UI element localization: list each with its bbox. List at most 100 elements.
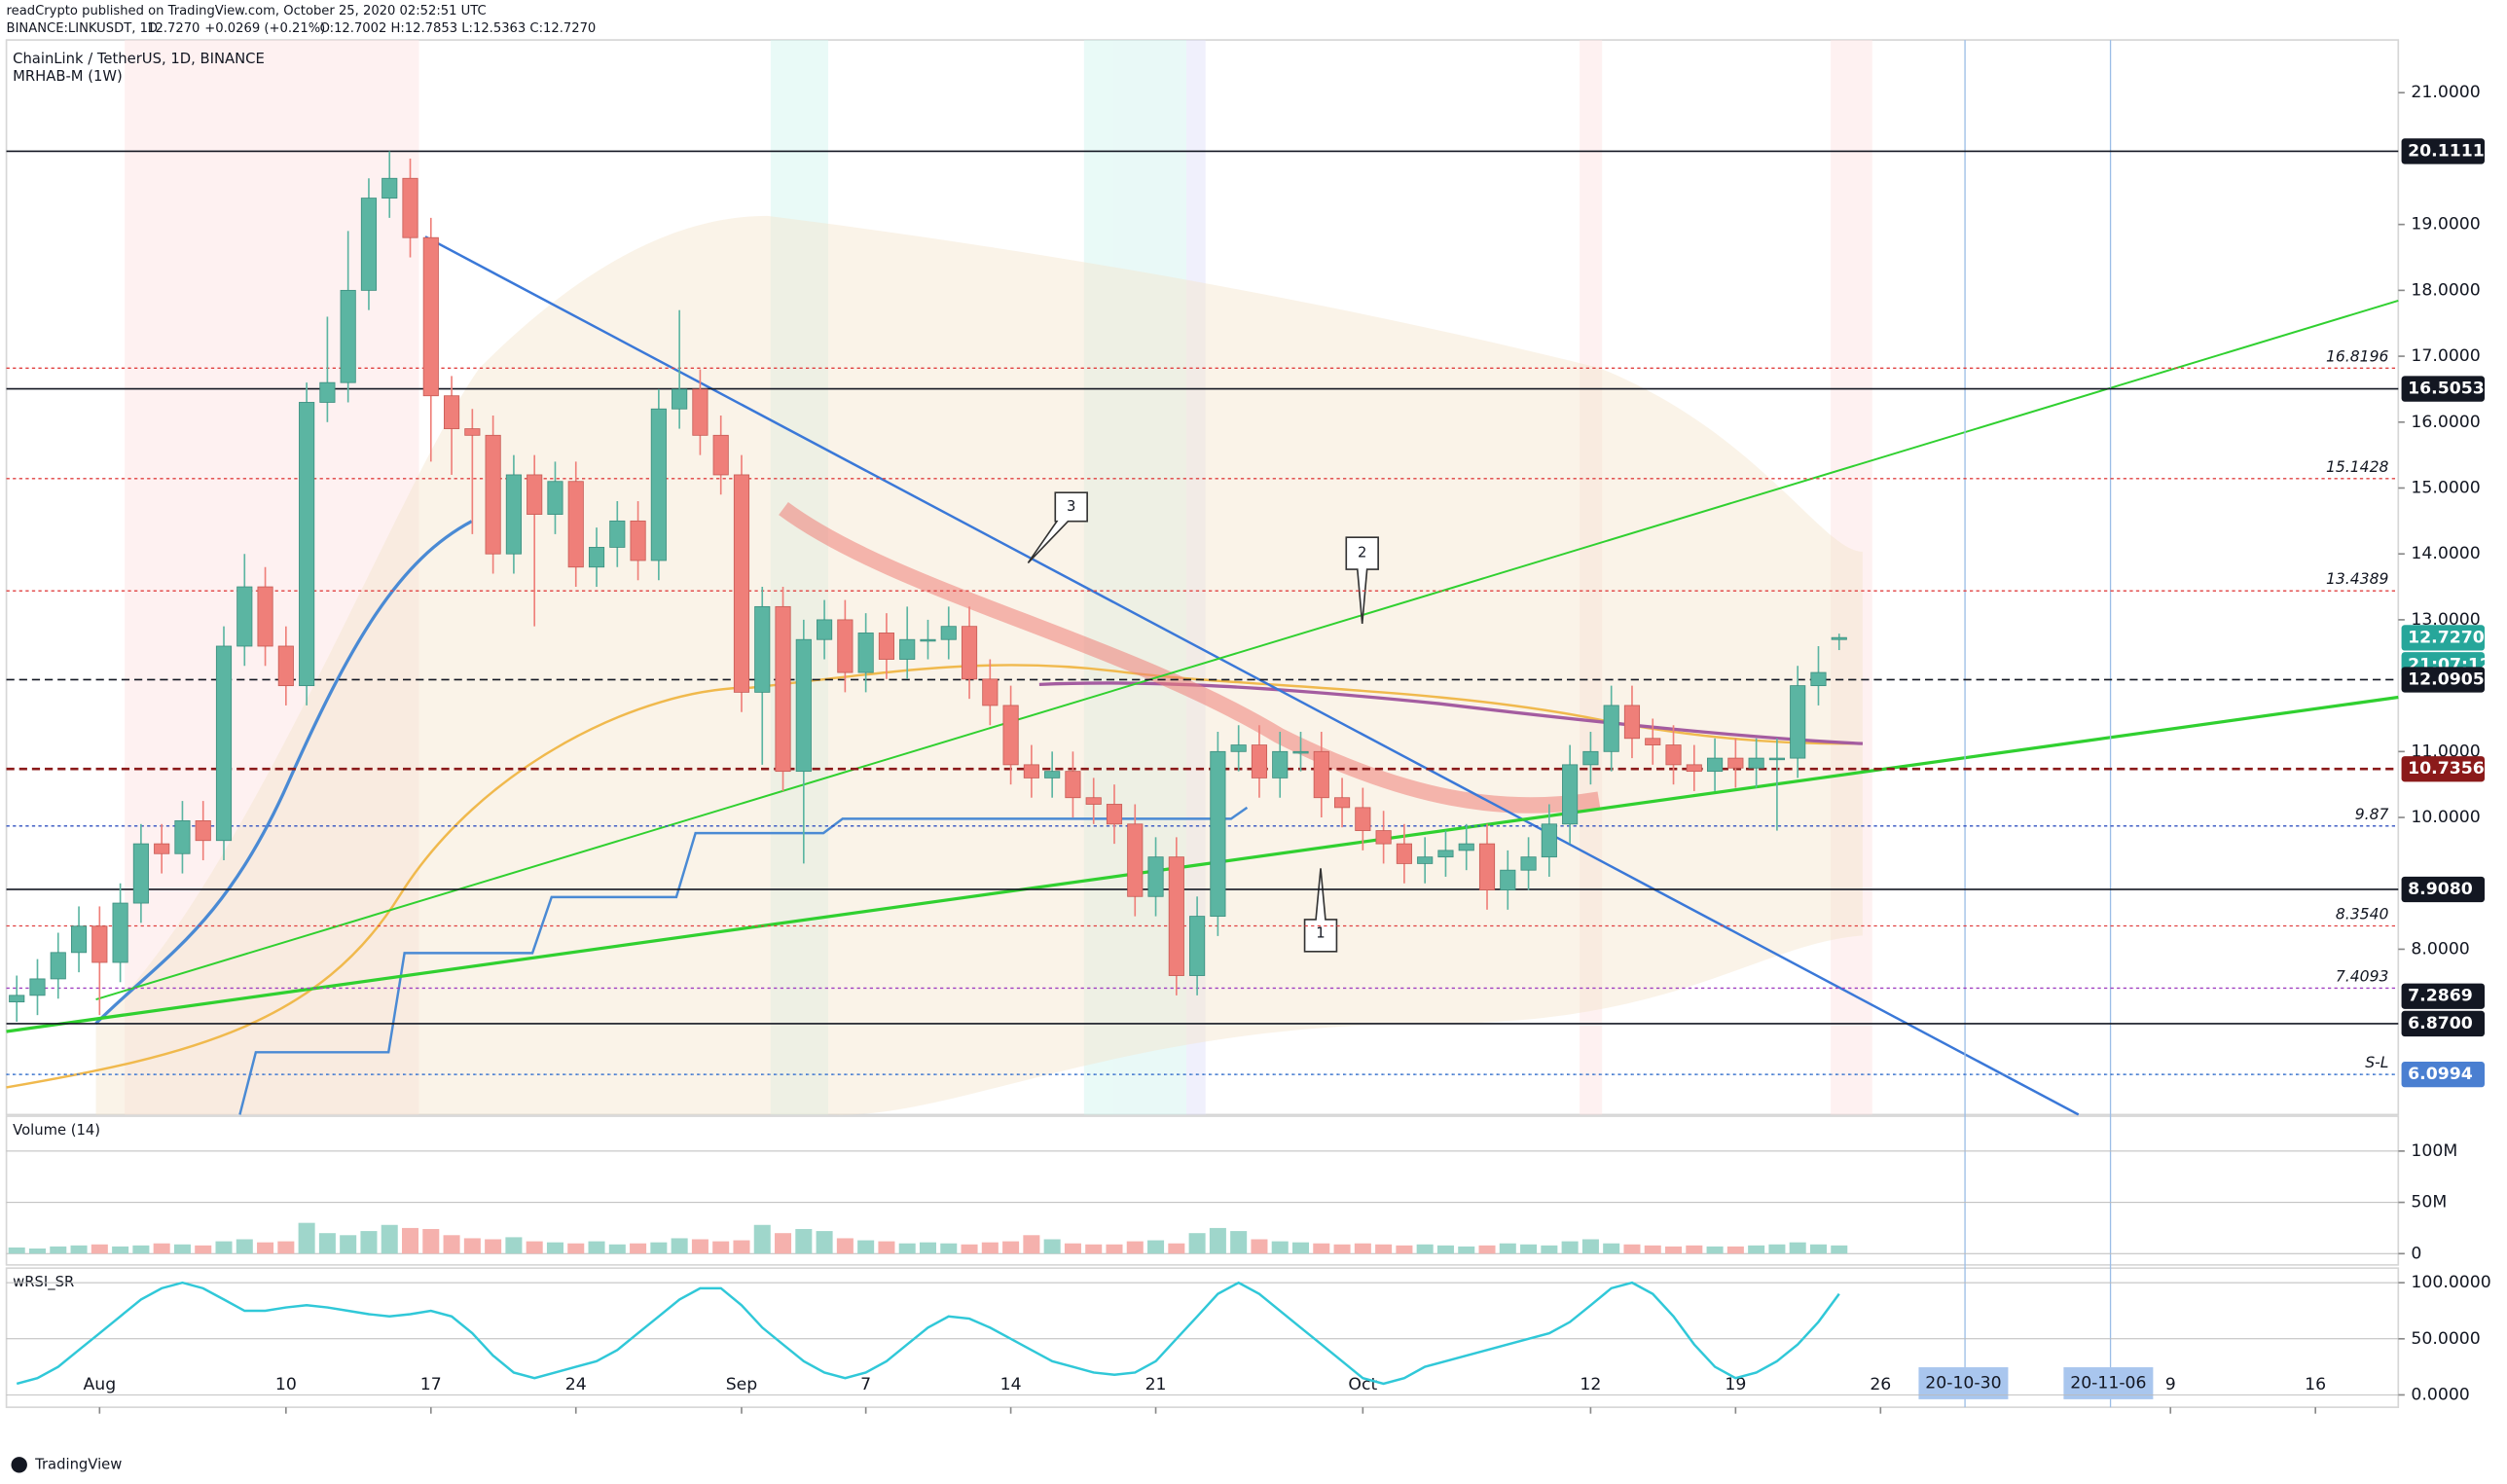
level-label: 8.3540 <box>2336 905 2389 923</box>
x-tick-label: 16 <box>2305 1375 2326 1394</box>
candle-body <box>195 820 211 842</box>
date-badge-label: 20-10-30 <box>1925 1373 2001 1393</box>
publisher: readCrypto published on TradingView.com,… <box>7 4 487 18</box>
volume-bar <box>961 1244 978 1254</box>
candle-body <box>1727 757 1744 769</box>
candle-body <box>340 289 356 383</box>
candle-body <box>527 474 543 515</box>
rsi-line <box>16 1281 1840 1386</box>
candle-body <box>464 428 481 436</box>
candle-body <box>1500 869 1516 890</box>
volume-bar <box>857 1240 875 1254</box>
candle-body <box>1603 705 1619 752</box>
price-badge-label: 8.9080 <box>2408 880 2473 899</box>
volume-bar <box>1291 1242 1310 1254</box>
volume-bar <box>1499 1243 1516 1254</box>
x-tick-label: 21 <box>1145 1375 1167 1394</box>
volume-bar <box>1023 1235 1040 1254</box>
callout: 3 <box>1027 491 1088 564</box>
volume-bar <box>1520 1244 1538 1254</box>
level-label: 13.4389 <box>2326 570 2388 588</box>
price-badge <box>2401 1061 2485 1088</box>
candle-body <box>1127 823 1144 897</box>
candle-body <box>650 408 667 561</box>
candle-body <box>154 843 170 854</box>
logo <box>11 1457 27 1473</box>
y-tick-label: 10.0000 <box>2411 808 2480 827</box>
y-tick-label: 0.0000 <box>2411 1385 2469 1404</box>
price-badge-label: 10.7356 <box>2408 759 2485 778</box>
volume-bar <box>132 1245 150 1254</box>
candle-body <box>1333 797 1351 809</box>
candle-body <box>1665 744 1682 766</box>
moving-average <box>94 520 473 1025</box>
ohlc: O:12.7002 H:12.7853 L:12.5363 C:12.7270 <box>320 21 597 36</box>
volume-bar <box>236 1239 253 1254</box>
candle-body <box>878 633 894 660</box>
volume-bar <box>1209 1227 1226 1254</box>
volume-bar <box>919 1242 936 1254</box>
volume-bar <box>795 1228 813 1254</box>
candle-body <box>1478 843 1496 890</box>
volume-bar <box>878 1241 895 1254</box>
y-tick-label: 21.0000 <box>2411 83 2480 102</box>
price-badge <box>2401 876 2485 903</box>
candle-body <box>940 626 957 640</box>
candle-body <box>1707 757 1724 773</box>
volume-bar <box>1665 1246 1683 1254</box>
volume-bar <box>443 1235 460 1254</box>
y-tick-label: 50M <box>2411 1193 2447 1213</box>
volume-bar <box>28 1249 47 1254</box>
candle-body <box>1831 636 1847 640</box>
volume-bar <box>1147 1240 1165 1254</box>
y-tick-label: 100.0000 <box>2411 1273 2490 1292</box>
volume-bar <box>1789 1242 1806 1254</box>
volume-bar <box>608 1244 626 1254</box>
pink-band <box>1580 40 1603 1115</box>
x-tick-label: 12 <box>1580 1375 1601 1394</box>
symbol: BINANCE:LINKUSDT, 1D <box>7 21 158 36</box>
x-tick-label: 17 <box>420 1375 442 1394</box>
volume-bar <box>1188 1233 1206 1254</box>
candle-body <box>1645 738 1661 745</box>
date-badge <box>2063 1367 2154 1399</box>
volume-pane <box>5 1115 2400 1266</box>
volume-bar <box>360 1231 378 1254</box>
callout: 1 <box>1303 868 1338 953</box>
volume-bar <box>1375 1244 1393 1254</box>
date-badge-label: 20-11-06 <box>2070 1373 2146 1393</box>
candle-body <box>1251 744 1268 778</box>
volume-bar <box>215 1241 233 1254</box>
volume-bar <box>1831 1245 1848 1254</box>
candle-body <box>1582 750 1599 766</box>
candle-body <box>630 520 646 561</box>
moving-average <box>1038 681 1864 745</box>
volume-bar <box>650 1242 668 1254</box>
y-tick-label: 100M <box>2411 1141 2457 1161</box>
trendline <box>95 300 2399 1001</box>
candle-body <box>1810 671 1827 687</box>
candle-body <box>547 481 563 515</box>
candle-body <box>1065 771 1081 799</box>
price-badge-label: 6.0994 <box>2408 1065 2473 1084</box>
candle-body <box>1396 843 1412 864</box>
volume-bar <box>1230 1231 1248 1254</box>
volume-bar <box>1416 1244 1434 1254</box>
price-badge <box>2401 138 2485 164</box>
candle-body <box>1230 744 1247 752</box>
volume-bar <box>173 1244 191 1254</box>
last-price: 12.7270 <box>147 21 200 36</box>
candle-body <box>795 638 812 773</box>
candle-body <box>174 820 191 854</box>
volume-bar <box>775 1233 792 1254</box>
candle-body <box>91 925 108 963</box>
x-tick-label: 14 <box>1000 1375 1022 1394</box>
price-badge-label: 12.0905 <box>2408 670 2485 689</box>
volume-title: Volume (14) <box>13 1122 100 1139</box>
candle-body <box>567 481 584 568</box>
candle-body <box>1437 850 1454 858</box>
volume-bar <box>505 1237 523 1254</box>
candle-body <box>1623 705 1641 740</box>
y-tick-label: 17.0000 <box>2411 346 2480 366</box>
